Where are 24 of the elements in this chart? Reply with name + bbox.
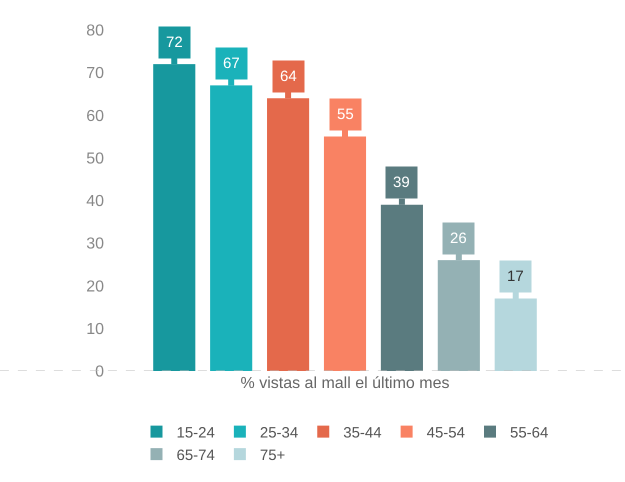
data-label: 55 — [337, 106, 354, 123]
data-label: 17 — [507, 268, 524, 285]
data-label: 72 — [166, 34, 183, 51]
data-label: 26 — [450, 230, 467, 247]
y-tick-label: 70 — [86, 65, 104, 82]
legend-label: 65-74 — [176, 446, 215, 464]
legend-label: 75+ — [260, 446, 286, 464]
y-tick-label: 80 — [86, 22, 104, 40]
y-tick-label: 10 — [86, 320, 104, 338]
y-tick-label: 20 — [86, 278, 104, 296]
legend-label: 55-64 — [510, 424, 548, 442]
data-label: 39 — [393, 174, 410, 191]
y-tick-label: 30 — [86, 236, 104, 253]
data-label: 64 — [280, 68, 297, 85]
y-tick-label: 40 — [86, 193, 104, 210]
x-tick-label: % vistas al mall el último mes — [240, 375, 450, 392]
y-tick-label: 50 — [86, 150, 104, 168]
y-tick-label: 0 — [95, 364, 104, 381]
legend-label: 15-24 — [176, 424, 215, 442]
legend-label: 35-44 — [343, 424, 382, 442]
data-label: 67 — [223, 55, 240, 72]
y-tick-label: 60 — [86, 108, 104, 125]
legend-label: 25-34 — [260, 424, 298, 442]
legend-label: 45-54 — [426, 424, 465, 442]
